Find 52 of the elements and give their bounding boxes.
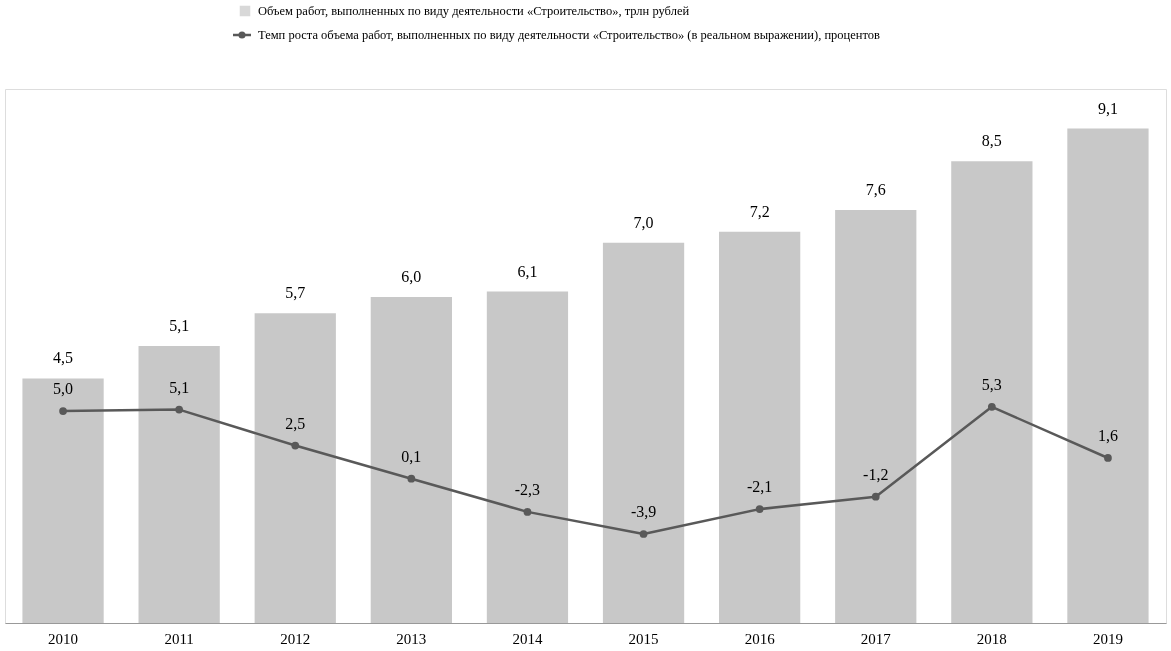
- x-tick-label: 2018: [976, 630, 1007, 647]
- data-label: 7,6: [865, 181, 886, 199]
- data-label: 7,2: [749, 202, 770, 220]
- data-label: -2,1: [746, 478, 773, 496]
- data-label: 9,1: [1097, 99, 1118, 117]
- bar: [138, 345, 220, 623]
- bar: [22, 378, 104, 623]
- x-tick-label: 2017: [860, 630, 892, 647]
- x-tick-label: 2013: [396, 630, 427, 647]
- legend-label: Объем работ, выполненных по виду деятельности «Строительство», трлн рублей: [258, 4, 690, 18]
- point: [291, 441, 300, 450]
- data-label: 7,0: [633, 213, 654, 231]
- data-label: 0,1: [401, 447, 422, 465]
- data-label: -3,9: [630, 503, 657, 520]
- x-tick-label: 2010: [48, 630, 79, 647]
- data-label: 8,5: [981, 132, 1002, 150]
- data-label: 5,7: [285, 284, 306, 302]
- point: [987, 402, 996, 411]
- data-label: 1,6: [1097, 426, 1118, 444]
- data-label: 6,1: [517, 262, 538, 280]
- data-label: 5,1: [169, 316, 190, 334]
- bar: [370, 296, 452, 623]
- bar: [951, 161, 1033, 623]
- data-label: 6,0: [401, 267, 422, 285]
- point: [175, 405, 184, 414]
- data-label: -2,3: [514, 480, 541, 498]
- x-tick-label: 2016: [744, 630, 776, 647]
- data-label: 2,5: [285, 414, 306, 432]
- point: [755, 505, 764, 513]
- point: [1104, 454, 1112, 462]
- data-label: 4,5: [53, 349, 74, 367]
- x-tick-label: 2012: [280, 630, 311, 647]
- point: [523, 508, 532, 516]
- bar: [719, 231, 801, 623]
- x-tick-label: 2019: [1092, 630, 1123, 647]
- bar: [254, 313, 336, 623]
- data-label: 5,3: [981, 375, 1002, 393]
- bar: [486, 291, 569, 623]
- bar: [835, 210, 917, 623]
- legend-label: Темп роста объема работ, выполненных по виду деятельности «Строительство» (в реальном выражении), процентов: [258, 28, 881, 42]
- bar: [1067, 128, 1149, 623]
- data-label: 5,0: [53, 380, 74, 397]
- x-tick-label: 2015: [628, 630, 659, 647]
- point: [59, 407, 67, 415]
- x-tick-label: 2011: [164, 630, 194, 647]
- point: [639, 530, 648, 538]
- bar: [602, 242, 685, 623]
- point: [407, 474, 416, 483]
- point: [871, 492, 880, 501]
- x-tick-label: 2014: [512, 630, 543, 647]
- data-label: 5,1: [169, 378, 190, 396]
- data-label: -1,2: [863, 465, 889, 483]
